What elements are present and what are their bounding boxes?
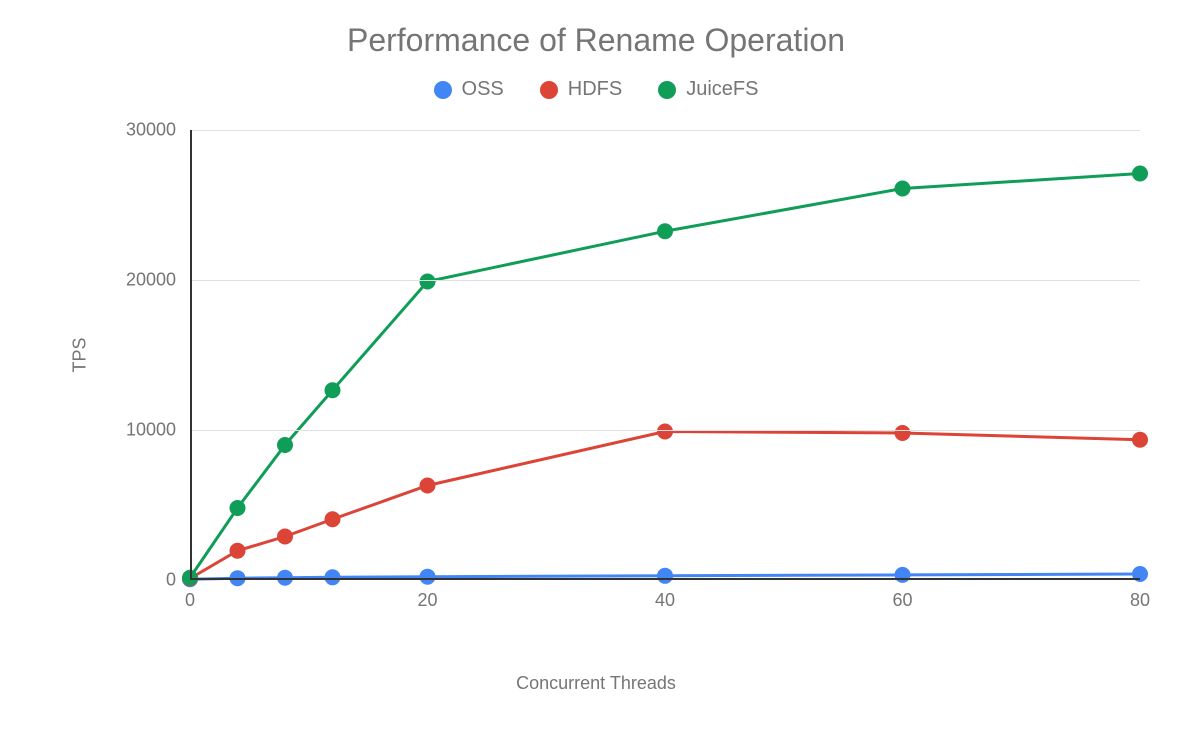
chart-svg: [190, 130, 1140, 580]
y-tick-label: 0: [166, 570, 176, 591]
legend-label: JuiceFS: [686, 78, 758, 101]
series-marker-hdfs: [420, 478, 436, 494]
x-tick-label: 60: [892, 590, 912, 611]
legend-dot-icon: [658, 81, 676, 99]
series-marker-hdfs: [1132, 432, 1148, 448]
legend-item-juicefs: JuiceFS: [658, 78, 758, 101]
gridline: [190, 430, 1140, 431]
y-tick-label: 20000: [126, 270, 176, 291]
y-axis-line: [190, 130, 192, 580]
x-tick-label: 40: [655, 590, 675, 611]
series-marker-juicefs: [657, 223, 673, 239]
x-axis-line: [190, 578, 1140, 580]
series-line-hdfs: [190, 432, 1140, 579]
legend-item-hdfs: HDFS: [540, 78, 622, 101]
series-marker-juicefs: [230, 500, 246, 516]
y-tick-label: 30000: [126, 120, 176, 141]
legend-label: OSS: [462, 78, 504, 101]
x-tick-label: 20: [417, 590, 437, 611]
x-axis-title: Concurrent Threads: [0, 673, 1192, 694]
x-tick-label: 80: [1130, 590, 1150, 611]
series-marker-hdfs: [895, 425, 911, 441]
x-tick-label: 0: [185, 590, 195, 611]
y-tick-label: 10000: [126, 420, 176, 441]
series-marker-juicefs: [420, 274, 436, 290]
chart-title: Performance of Rename Operation: [0, 22, 1192, 59]
legend-dot-icon: [540, 81, 558, 99]
series-marker-juicefs: [277, 437, 293, 453]
y-axis-title: TPS: [70, 337, 91, 372]
series-marker-hdfs: [277, 529, 293, 545]
series-marker-juicefs: [1132, 166, 1148, 182]
gridline: [190, 130, 1140, 131]
series-marker-oss: [657, 568, 673, 584]
legend-dot-icon: [434, 81, 452, 99]
legend-item-oss: OSS: [434, 78, 504, 101]
series-marker-hdfs: [657, 424, 673, 440]
series-marker-juicefs: [325, 382, 341, 398]
series-marker-oss: [895, 567, 911, 583]
series-marker-oss: [420, 569, 436, 585]
series-marker-juicefs: [895, 181, 911, 197]
series-marker-hdfs: [230, 543, 246, 559]
chart-legend: OSS HDFS JuiceFS: [0, 78, 1192, 101]
gridline: [190, 280, 1140, 281]
plot-area: 0100002000030000020406080: [190, 130, 1140, 580]
chart-container: Performance of Rename Operation OSS HDFS J…: [0, 0, 1192, 734]
series-marker-hdfs: [325, 511, 341, 527]
legend-label: HDFS: [568, 78, 622, 101]
